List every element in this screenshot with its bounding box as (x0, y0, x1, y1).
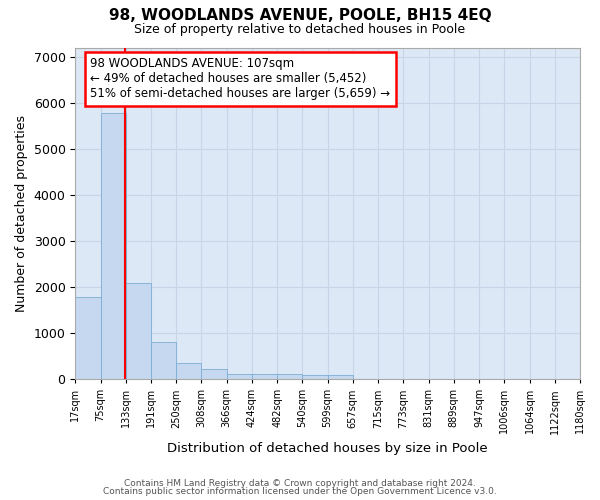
Bar (151, 342, 176, 379)
Text: Contains HM Land Registry data © Crown copyright and database right 2024.: Contains HM Land Registry data © Crown c… (124, 478, 476, 488)
Bar (75, 297, 101, 379)
Bar (227, 374, 252, 379)
Y-axis label: Number of detached properties: Number of detached properties (15, 115, 28, 312)
X-axis label: Distribution of detached houses by size in Poole: Distribution of detached houses by size … (167, 442, 488, 455)
Text: Contains public sector information licensed under the Open Government Licence v3: Contains public sector information licen… (103, 487, 497, 496)
Bar (126, 284, 151, 379)
Bar (101, 113, 126, 379)
Bar (328, 376, 353, 379)
Bar (202, 369, 227, 379)
Bar (277, 374, 302, 379)
Text: Size of property relative to detached houses in Poole: Size of property relative to detached ho… (134, 22, 466, 36)
Text: 98, WOODLANDS AVENUE, POOLE, BH15 4EQ: 98, WOODLANDS AVENUE, POOLE, BH15 4EQ (109, 8, 491, 22)
Bar (176, 362, 202, 379)
Text: 98 WOODLANDS AVENUE: 107sqm
← 49% of detached houses are smaller (5,452)
51% of : 98 WOODLANDS AVENUE: 107sqm ← 49% of det… (91, 58, 391, 100)
Bar (252, 374, 277, 379)
Bar (302, 374, 328, 379)
